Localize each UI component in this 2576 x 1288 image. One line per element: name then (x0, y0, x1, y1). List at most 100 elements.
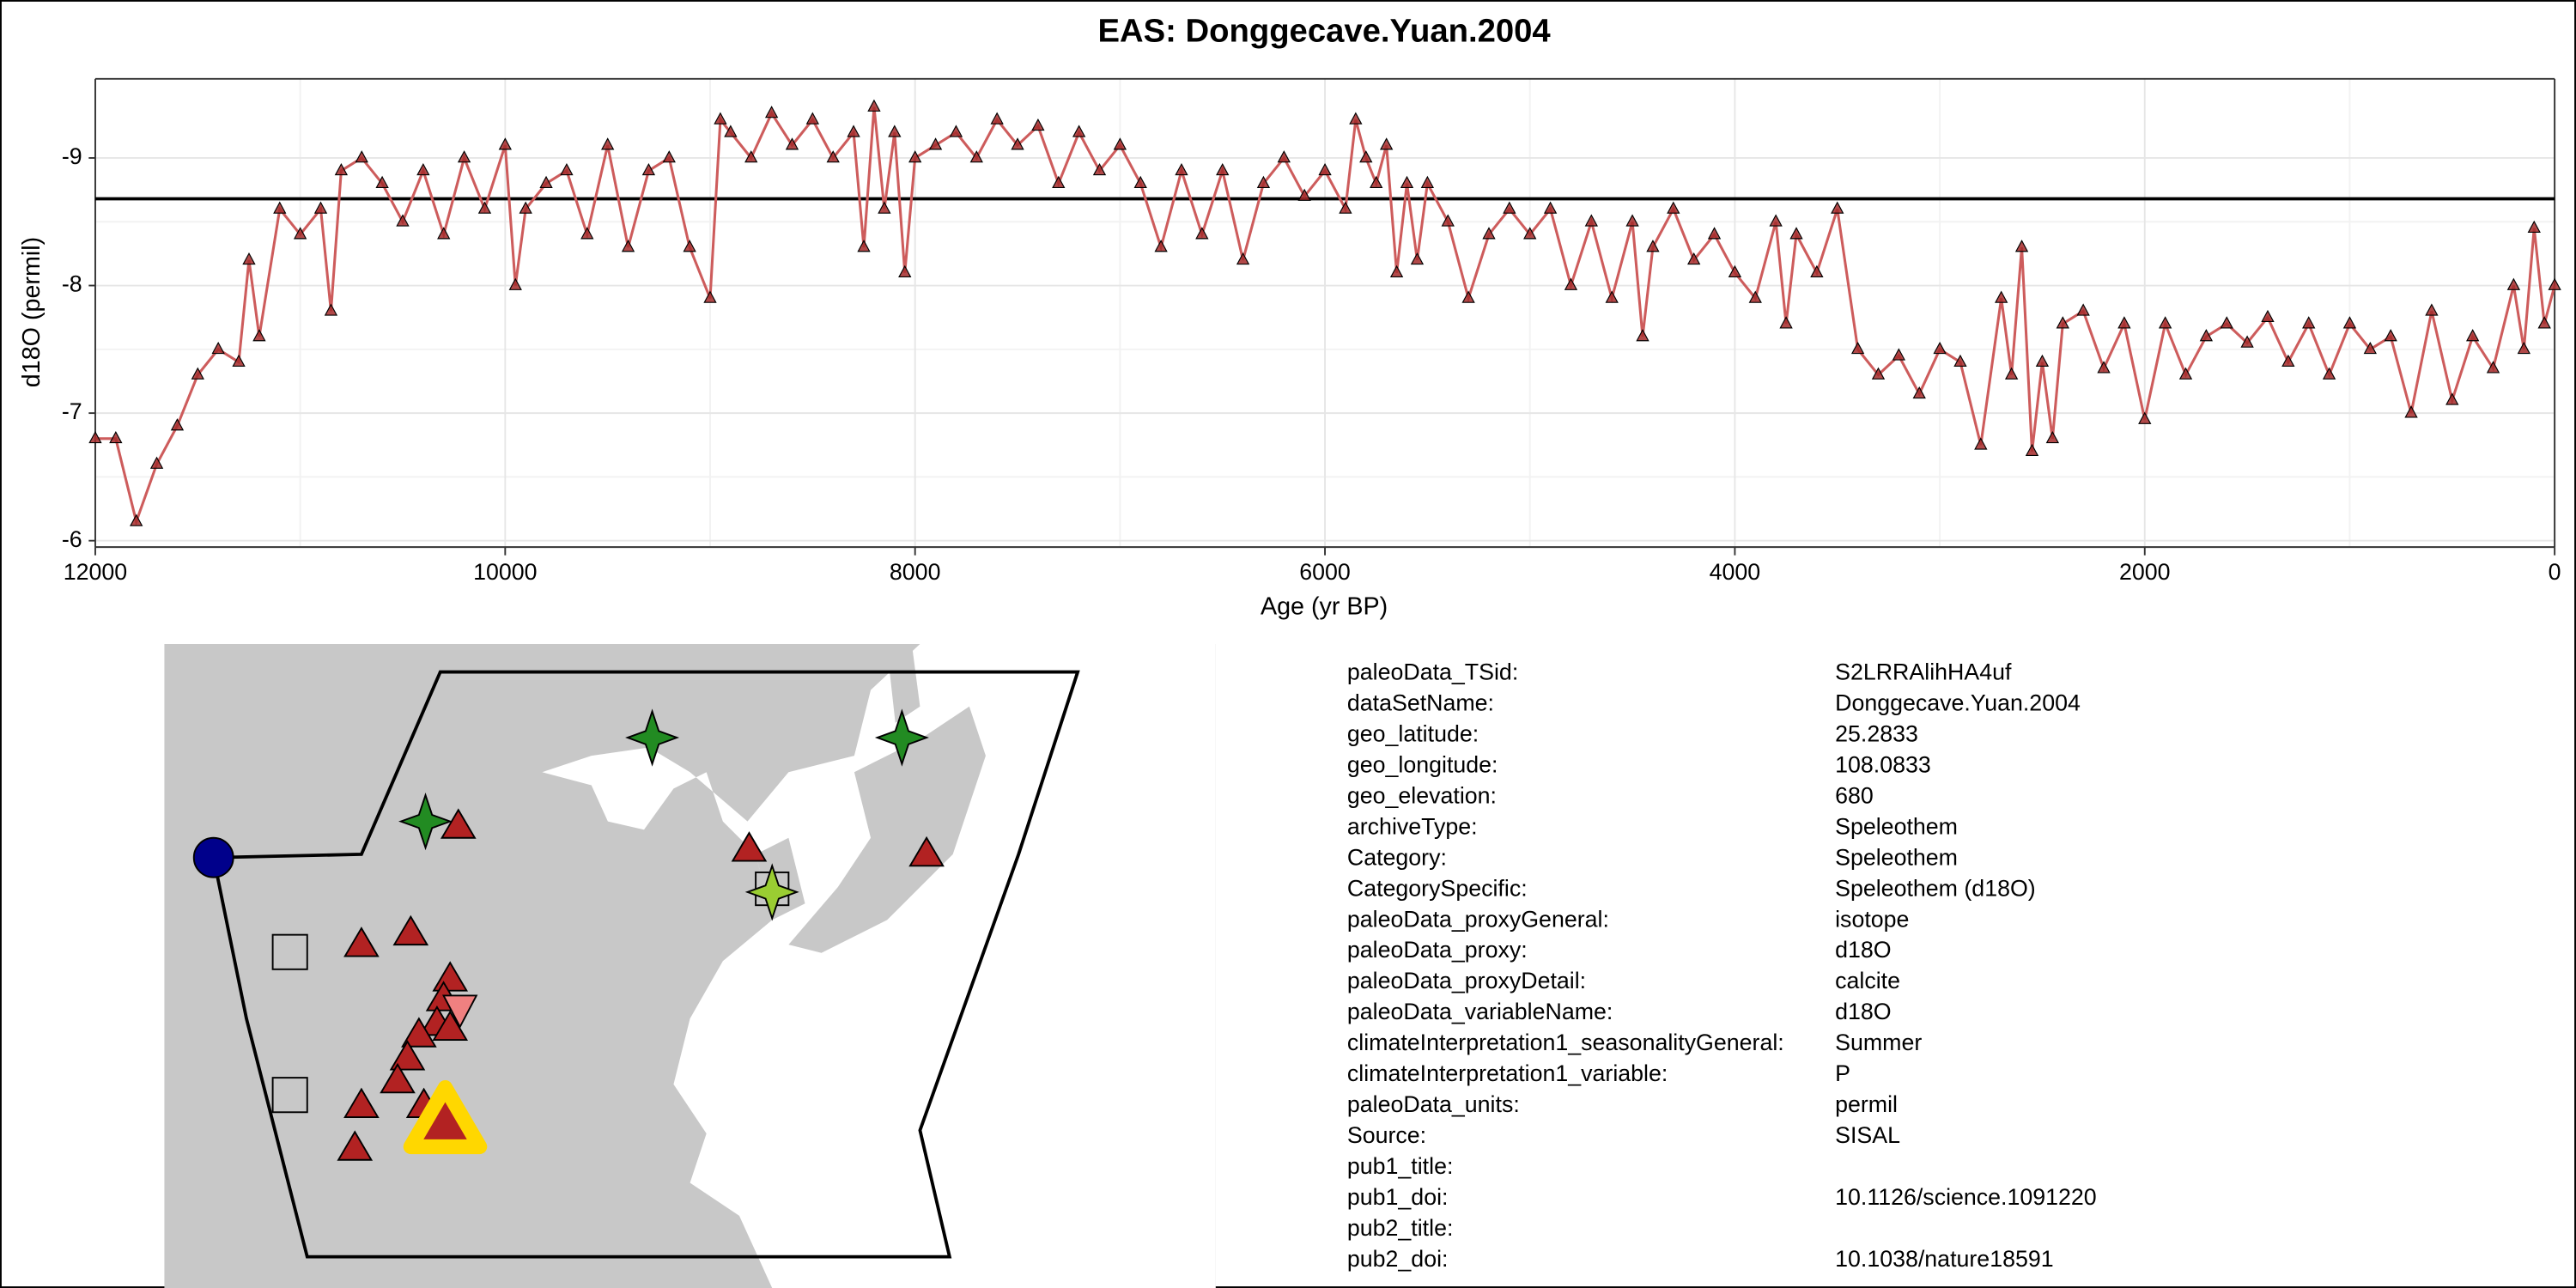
data-point (2425, 303, 2439, 316)
data-point (2220, 316, 2233, 329)
data-point (2281, 354, 2295, 368)
data-point (109, 430, 123, 444)
japan (788, 706, 986, 953)
x-tick-label: 0 (2549, 559, 2561, 585)
data-point (785, 137, 799, 150)
data-point (1933, 341, 1947, 355)
data-point (990, 112, 1004, 125)
data-point (888, 125, 902, 137)
data-point (805, 112, 820, 125)
data-point (293, 227, 307, 240)
data-point (2035, 354, 2050, 368)
data-point (1850, 341, 1865, 355)
metadata-key: Source: (1347, 1122, 1426, 1148)
data-point (1133, 175, 1147, 189)
data-point (1769, 214, 1783, 227)
data-point (826, 150, 840, 163)
data-point (1359, 150, 1373, 163)
x-tick-label: 2000 (2119, 559, 2171, 585)
data-point (477, 201, 492, 214)
data-point (211, 341, 225, 355)
data-point (2506, 277, 2521, 290)
metadata-key: geo_latitude: (1347, 720, 1479, 746)
data-point (2076, 303, 2090, 316)
data-point (2138, 411, 2152, 424)
data-point (1871, 367, 1886, 380)
metadata-value: Donggecave.Yuan.2004 (1835, 690, 2081, 715)
data-point (2240, 335, 2254, 348)
data-point (2302, 316, 2316, 329)
data-point (130, 513, 143, 526)
x-tick-label: 12000 (64, 559, 127, 585)
data-point (2056, 316, 2069, 329)
data-point (1236, 252, 1250, 265)
data-point (857, 240, 871, 252)
data-point (2097, 361, 2111, 374)
data-point (1912, 386, 1926, 399)
data-point (88, 430, 102, 444)
data-point (1092, 162, 1107, 176)
data-point (2004, 367, 2019, 380)
y-axis-label: d18O (permil) (18, 237, 46, 387)
chart-title: EAS: Donggecave.Yuan.2004 (1097, 12, 1551, 49)
metadata-key: paleoData_proxyDetail: (1347, 968, 1586, 993)
metadata-key: Category: (1347, 844, 1447, 870)
data-point (1953, 354, 1967, 368)
data-point (1256, 175, 1271, 189)
data-point (898, 264, 912, 278)
data-point (1564, 277, 1578, 290)
metadata-key: dataSetName: (1347, 690, 1494, 715)
data-point (1707, 227, 1722, 240)
data-point (1461, 290, 1475, 303)
data-point (1584, 214, 1598, 227)
data-point (1605, 290, 1619, 303)
data-point (191, 367, 204, 380)
x-tick-label: 10000 (473, 559, 537, 585)
data-point (508, 277, 522, 290)
data-point (2025, 443, 2039, 457)
data-point (2537, 316, 2551, 329)
data-point (375, 175, 389, 189)
metadata-key: climateInterpretation1_seasonalityGenera… (1347, 1030, 1784, 1055)
data-point (1011, 137, 1024, 150)
metadata-value: calcite (1835, 968, 1900, 993)
data-point (1277, 150, 1291, 163)
x-tick-label: 6000 (1299, 559, 1351, 585)
data-point (355, 150, 368, 163)
data-point (641, 162, 656, 176)
data-point (1113, 137, 1127, 150)
data-point (2199, 329, 2214, 342)
data-point (1748, 290, 1762, 303)
metadata-key: pub1_title: (1347, 1153, 1454, 1179)
metadata-key: geo_elevation: (1347, 782, 1497, 808)
metadata-key: paleoData_TSid: (1347, 659, 1518, 685)
data-point (847, 125, 860, 137)
data-point (1339, 201, 1352, 214)
metadata-value: d18O (1835, 999, 1891, 1024)
data-point (2045, 430, 2060, 444)
data-point (1667, 201, 1680, 214)
y-tick-label: -8 (62, 271, 82, 297)
data-point (2117, 316, 2131, 329)
data-point (324, 303, 338, 316)
data-point (1349, 112, 1363, 125)
metadata-value: Speleothem (1835, 813, 1958, 839)
island (887, 644, 920, 723)
data-point (1543, 201, 1558, 214)
metadata-value: Summer (1835, 1030, 1922, 1055)
data-point (396, 214, 410, 227)
data-point (1370, 175, 1383, 189)
metadata-value: 680 (1835, 782, 1874, 808)
data-point (621, 240, 635, 252)
data-point (1646, 240, 1660, 252)
data-point (2158, 316, 2172, 329)
data-point (2527, 220, 2541, 234)
plot: 12000 10000 8000 6000 4000 2000 0 -9 -8 -7 -6 (62, 77, 2561, 585)
metadata-value: 10.1038/nature18591 (1835, 1246, 2054, 1272)
data-point (2363, 341, 2377, 355)
data-point (2178, 367, 2193, 380)
data-point (2517, 341, 2530, 355)
data-point (601, 137, 615, 150)
data-point (1379, 137, 1394, 150)
site-marker (271, 1077, 308, 1114)
